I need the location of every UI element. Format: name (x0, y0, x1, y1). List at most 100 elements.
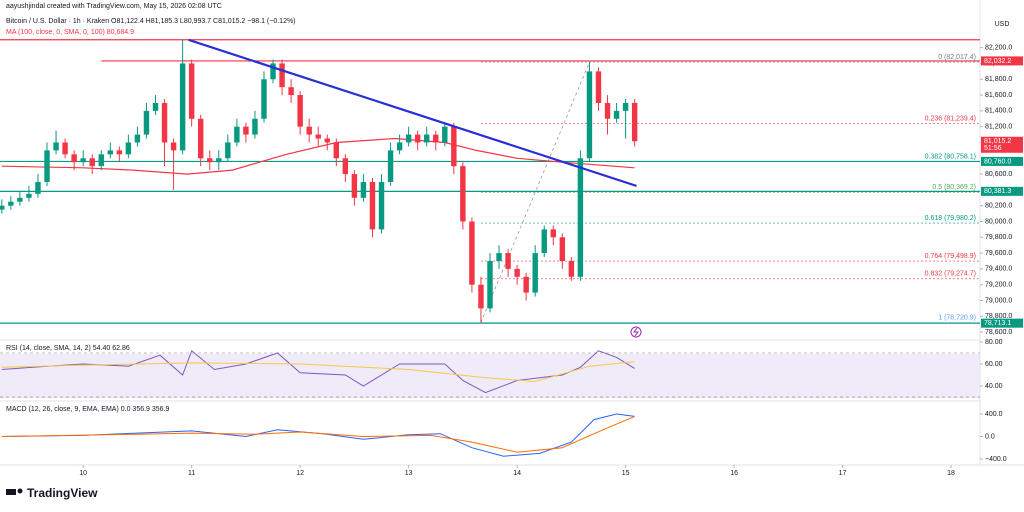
ma-label: MA (100, close, 0, SMA, 0, 100) 80,684.9 (6, 29, 134, 36)
candle-body (414, 134, 421, 143)
candle-body (17, 197, 23, 202)
candle-body (324, 138, 330, 143)
candle-body (306, 126, 312, 135)
candle-body (315, 134, 321, 139)
macd-tick-label: 400.0 (985, 411, 1003, 418)
candle-body (44, 150, 50, 182)
logo: TradingView (6, 486, 98, 500)
candle-body (577, 158, 584, 277)
candle-body (71, 154, 77, 163)
candle-body (378, 181, 385, 230)
fib-label: 0.236 (81,239.4) (925, 115, 976, 122)
candle-body (433, 134, 439, 143)
candle-body (35, 181, 41, 194)
fib-label: 0.382 (80,758.1) (925, 153, 976, 160)
candle-body (216, 158, 222, 163)
candle-body (469, 221, 475, 285)
candle-body (80, 158, 86, 163)
candle-body (559, 237, 566, 261)
candle-body (451, 126, 457, 167)
candle-body (487, 260, 493, 309)
price-tag-label: 78,713.1 (984, 320, 1011, 327)
fib-label: 0.764 (79,498.9) (925, 253, 976, 260)
candle-body (8, 201, 14, 206)
y-tick-label: 81,200.0 (985, 124, 1012, 131)
candle-body (261, 79, 267, 119)
macd-title: MACD (12, 26, close, 9, EMA, EMA) 0.0 35… (6, 406, 170, 413)
candle-body (252, 118, 258, 135)
price-tag (981, 156, 1023, 166)
logo-mark (17, 488, 23, 494)
candle-body (207, 158, 213, 163)
candle-body (424, 134, 430, 143)
credit: aayushjindal created with TradingView.co… (6, 3, 222, 10)
y-tick-label: 80,000.0 (985, 218, 1012, 225)
macd-tick-label: −400.0 (985, 456, 1007, 463)
candle-body (107, 150, 114, 155)
y-tick-label: 79,400.0 (985, 266, 1012, 273)
candle-body (297, 95, 303, 127)
candle-body (478, 284, 484, 309)
price-tag (981, 136, 1023, 153)
candle-body (342, 158, 349, 175)
y-tick-label: 78,600.0 (985, 329, 1012, 336)
y-tick-label: 78,800.0 (985, 313, 1012, 320)
rsi-line (1, 361, 635, 383)
candle-body (125, 142, 132, 155)
x-tick-label: 15 (622, 470, 630, 477)
rsi-tick-label: 80.00 (985, 339, 1003, 346)
x-tick-label: 10 (79, 470, 87, 477)
candle-body (170, 142, 177, 151)
candle-body (631, 102, 638, 142)
rsi-tick-label: 60.00 (985, 361, 1003, 368)
candle-body (188, 63, 195, 119)
y-tick-label: 80,600.0 (985, 171, 1012, 178)
candle-body (532, 253, 538, 293)
candle-body (143, 110, 150, 135)
price-tag-label: 80,760.0 (984, 158, 1011, 165)
candle-body (26, 193, 32, 198)
candle-body (288, 87, 294, 96)
y-tick-label: 79,000.0 (985, 297, 1012, 304)
price-tag-label: 81,015.2 (984, 138, 1011, 145)
candle-body (62, 142, 68, 155)
fib-label: 0.832 (79,274.7) (925, 271, 976, 278)
fib-trend (480, 61, 590, 323)
y-tick-label: 79,800.0 (985, 234, 1012, 241)
symbol-line: Bitcoin / U.S. Dollar · 1h · Kraken O81,… (6, 18, 296, 25)
candle-body (496, 253, 502, 261)
macd-line (1, 415, 635, 453)
candle-body (460, 166, 466, 222)
y-tick-label: 81,400.0 (985, 108, 1012, 115)
y-tick-label: 82,200.0 (985, 44, 1012, 51)
y-tick-label: 79,200.0 (985, 282, 1012, 289)
macd-tick-label: 0.0 (985, 433, 995, 440)
candle-body (225, 142, 231, 159)
fib-label: 0.5 (80,369.2) (932, 184, 976, 191)
candle-body (613, 110, 620, 119)
candle-body (0, 205, 5, 210)
x-tick-label: 16 (730, 470, 738, 477)
candle-body (595, 71, 602, 103)
currency: USD (995, 21, 1010, 28)
fib-label: 0.618 (79,980.2) (925, 215, 976, 222)
y-tick-label: 81,800.0 (985, 76, 1012, 83)
price-tag-countdown: 51:56 (984, 145, 1002, 152)
candle-body (360, 181, 367, 198)
price-tag-label: 82,032.2 (984, 58, 1011, 65)
macd-line (1, 413, 635, 457)
x-tick-label: 11 (188, 470, 195, 477)
candle-body (152, 102, 159, 111)
candle-body (243, 126, 249, 135)
candle-body (279, 63, 285, 88)
candle-body (89, 158, 95, 167)
price-tag (981, 56, 1023, 66)
candle-body (514, 268, 520, 277)
logo-text: TradingView (27, 486, 98, 500)
fib-label: 1 (78,720.9) (938, 314, 976, 321)
candle-body (197, 118, 204, 159)
candle-body (622, 102, 629, 111)
candle-body (234, 126, 240, 143)
